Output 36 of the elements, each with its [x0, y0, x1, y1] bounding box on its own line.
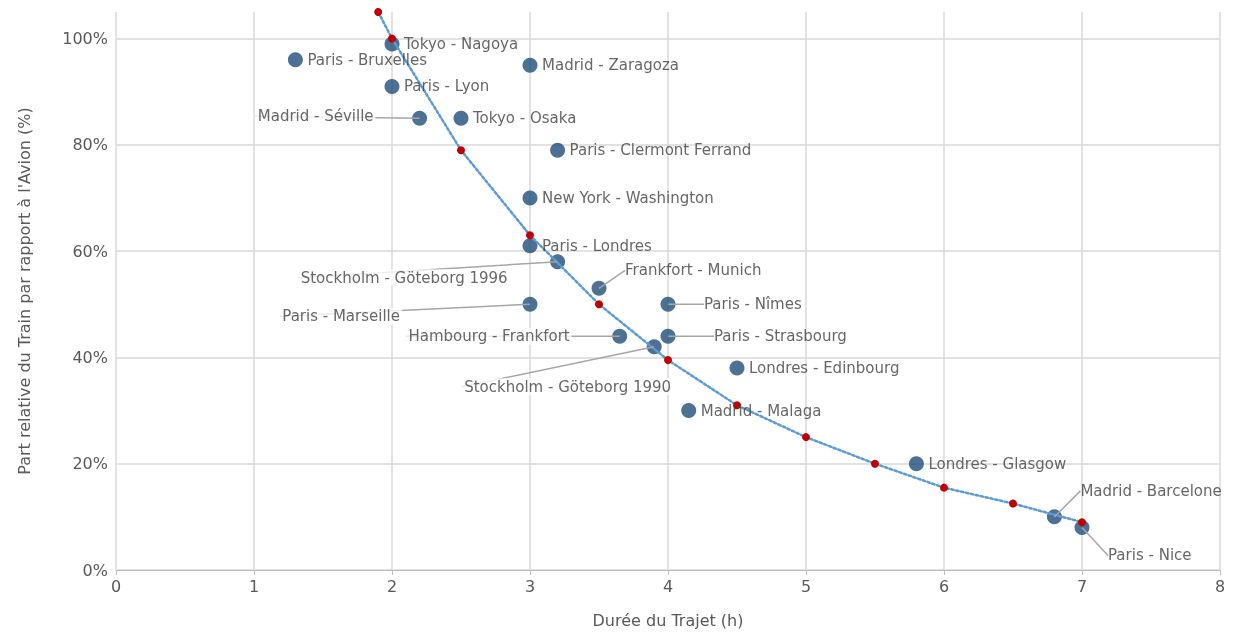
y-tick-label: 40%: [72, 347, 108, 367]
annotation: Tokyo - Osaka: [472, 109, 577, 128]
annotation: Paris - Marseille: [282, 307, 401, 326]
annotation: Londres - Edinbourg: [749, 359, 900, 378]
annotation: Paris - Nice: [1108, 546, 1192, 565]
annotation: New York - Washington: [542, 189, 714, 207]
annotation: Londres - Glasgow: [928, 454, 1067, 473]
x-tick-label: 6: [938, 576, 950, 596]
annotation: Stockholm - Göteborg 1990: [464, 377, 672, 396]
x-tick-label: 1: [248, 576, 260, 596]
y-tick-label: 100%: [62, 29, 108, 49]
y-tick-label: 60%: [72, 241, 108, 261]
annotation: Paris - Strasbourg: [714, 327, 847, 346]
annotation: Tokyo - Nagoya: [403, 34, 519, 53]
x-tick-label: 0: [110, 576, 122, 596]
x-tick-label: 2: [386, 576, 398, 596]
annotation: Madrid - Barcelone: [1080, 481, 1222, 500]
x-tick-label: 3: [524, 576, 536, 596]
annotation: Madrid - Zaragoza: [542, 56, 680, 75]
x-tick-label: 5: [800, 576, 812, 596]
annotation: Hambourg - Frankfort: [408, 327, 570, 346]
annotation: Frankfort - Munich: [625, 261, 762, 280]
annotation: Paris - Londres: [542, 236, 653, 255]
y-tick-label: 80%: [72, 135, 108, 155]
x-tick-label: 8: [1214, 576, 1226, 596]
x-axis-title: Durée du Trajet (h): [592, 610, 744, 630]
annotation: Paris - Nîmes: [704, 295, 802, 314]
y-tick-label: 20%: [72, 454, 108, 474]
x-tick-label: 7: [1076, 576, 1088, 596]
annotation: Stockholm - Göteborg 1996: [300, 268, 508, 287]
y-axis-title: Part relative du Train par rapport à l'Avion (%): [14, 107, 34, 475]
y-tick-label: 0%: [82, 560, 108, 580]
annotation: Paris - Clermont Ferrand: [569, 141, 752, 160]
annotation: Madrid - Séville: [257, 107, 374, 126]
x-tick-label: 4: [662, 576, 674, 596]
annotation: Madrid - Malaga: [700, 401, 822, 420]
